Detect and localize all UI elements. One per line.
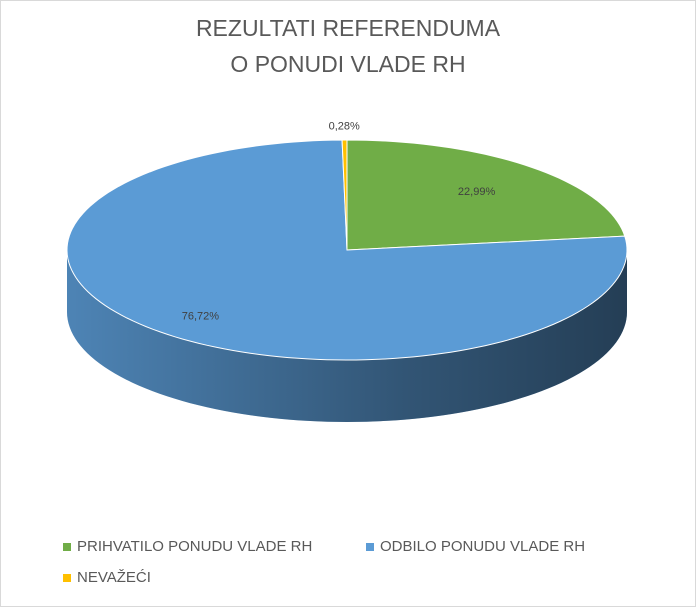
legend-label: ODBILO PONUDU VLADE RH: [380, 538, 585, 555]
chart-title: REZULTATI REFERENDUMA: [196, 15, 501, 41]
value-label: 22,99%: [458, 186, 496, 198]
legend-swatch: [63, 574, 71, 582]
slice-side-shade: [67, 250, 627, 422]
value-label: 0,28%: [329, 121, 360, 133]
value-label: 76,72%: [182, 310, 220, 322]
legend-label: NEVAŽEĆI: [77, 569, 151, 586]
slice: [341, 139, 348, 251]
legend-label: PRIHVATILO PONUDU VLADE RH: [77, 538, 312, 555]
legend-swatch: [63, 543, 71, 551]
legend-swatch: [366, 543, 374, 551]
chart-title: O PONUDI VLADE RH: [230, 51, 465, 77]
slice: [346, 139, 626, 251]
